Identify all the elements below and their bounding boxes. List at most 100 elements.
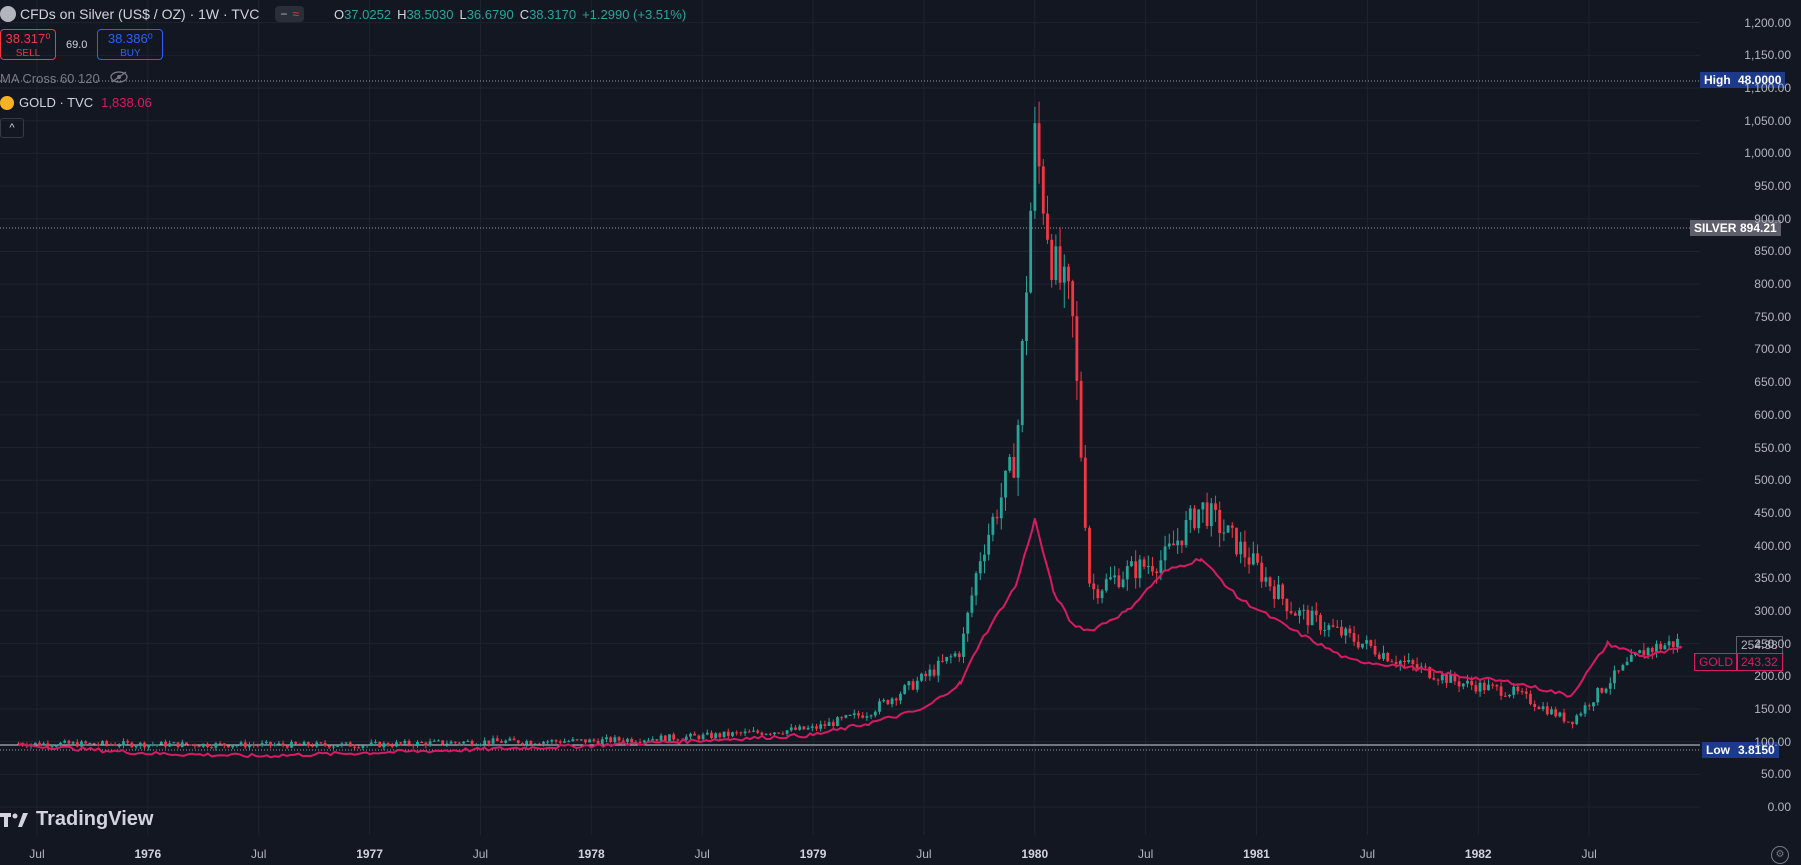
candle-body xyxy=(1033,123,1037,211)
candle-body xyxy=(1487,684,1490,691)
candle-body xyxy=(731,732,734,736)
market-status-badge[interactable]: − ≈ xyxy=(275,6,304,22)
candle-body xyxy=(789,727,793,731)
buy-button[interactable]: 38.386⁰ BUY xyxy=(97,29,164,60)
candle-body xyxy=(1537,707,1541,710)
symbol-title[interactable]: CFDs on Silver (US$ / OZ) · 1W · TVC xyxy=(20,6,260,22)
candle-body xyxy=(344,742,348,744)
time-tick-label: Jul xyxy=(251,847,267,861)
candle-body xyxy=(1344,628,1348,636)
silver-value-tag: 894.21 xyxy=(1736,220,1781,236)
candle-body xyxy=(836,717,839,727)
settings-gear-icon[interactable]: ⚙ xyxy=(1771,846,1789,864)
candle-body xyxy=(932,669,936,676)
candle-body xyxy=(1062,266,1066,283)
candle-body xyxy=(365,744,369,746)
candle-body xyxy=(1289,611,1293,614)
candle-body xyxy=(1104,579,1108,591)
candle-body xyxy=(882,699,886,702)
candle-body xyxy=(1520,691,1524,693)
candle-body xyxy=(462,741,466,744)
candle-body xyxy=(970,595,974,613)
candle-body xyxy=(991,516,995,535)
candle-body xyxy=(768,733,772,735)
candle-body xyxy=(987,534,991,555)
candle-body xyxy=(647,740,650,742)
candle-body xyxy=(878,701,881,712)
collapse-legend-button[interactable]: ^ xyxy=(0,118,24,138)
candle-body xyxy=(1067,266,1070,282)
candle-body xyxy=(353,746,356,748)
candle-body xyxy=(269,741,272,746)
gold-compare-indicator[interactable]: GOLD · TVC 1,838.06 xyxy=(0,95,152,110)
candle-body xyxy=(1075,316,1079,381)
candle-body xyxy=(1235,527,1238,555)
candle-body xyxy=(798,726,802,730)
candle-body xyxy=(1558,712,1562,717)
candle-body xyxy=(701,734,705,740)
candle-body xyxy=(747,731,751,733)
time-tick-label: 1979 xyxy=(799,847,827,861)
candle-body xyxy=(873,711,877,716)
candle-body xyxy=(201,743,205,747)
candle-body xyxy=(306,742,310,746)
candle-body xyxy=(1554,709,1558,717)
candle-body xyxy=(1155,571,1159,574)
candle-body xyxy=(248,744,251,748)
candle-body xyxy=(907,681,911,686)
tradingview-mark-icon xyxy=(0,812,28,827)
candle-body xyxy=(327,745,331,748)
candle-body xyxy=(945,656,949,662)
candle-body xyxy=(1222,532,1226,534)
candle-body xyxy=(1117,575,1121,588)
candle-body xyxy=(844,715,848,718)
price-tick-label: 1,050.00 xyxy=(1744,113,1791,128)
eye-hidden-icon[interactable] xyxy=(110,71,128,86)
candle-body xyxy=(1613,670,1616,684)
candle-body xyxy=(962,633,965,657)
tradingview-logo[interactable]: TradingView xyxy=(0,808,153,831)
candle-body xyxy=(1268,577,1272,587)
candle-body xyxy=(466,740,470,742)
candle-body xyxy=(206,743,209,748)
candle-body xyxy=(953,653,957,657)
candle-body xyxy=(1251,553,1255,565)
candle-body xyxy=(815,726,818,729)
candle-body xyxy=(516,740,520,744)
gold-value-tag: 243.32 xyxy=(1736,653,1783,671)
candle-body xyxy=(1461,683,1465,687)
candle-body xyxy=(739,732,743,734)
candle-body xyxy=(290,741,293,748)
time-tick-label: Jul xyxy=(1359,847,1376,861)
candle-body xyxy=(1298,610,1301,616)
candle-body xyxy=(84,741,88,744)
ma-cross-indicator[interactable]: MA Cross 60 120 xyxy=(0,71,128,86)
candle-body xyxy=(1180,540,1184,546)
candle-body xyxy=(1474,685,1478,692)
time-tick-label: Jul xyxy=(1581,847,1597,861)
candle-body xyxy=(957,653,961,657)
candle-body xyxy=(1277,584,1280,599)
time-tick-label: 1978 xyxy=(577,847,605,861)
symbol-legend[interactable]: CFDs on Silver (US$ / OZ) · 1W · TVC − ≈… xyxy=(0,4,686,24)
sell-button[interactable]: 38.317⁰ SELL xyxy=(0,29,56,60)
candle-body xyxy=(840,717,844,719)
candle-body xyxy=(340,743,344,746)
candle-body xyxy=(218,743,222,745)
candle-body xyxy=(63,740,67,743)
candle-body xyxy=(432,740,436,742)
candle-body xyxy=(1096,589,1100,599)
candle-body xyxy=(1340,626,1343,636)
candle-body xyxy=(718,733,722,737)
candle-body xyxy=(714,733,718,739)
time-tick-label: 1981 xyxy=(1243,847,1270,861)
candle-body xyxy=(260,743,264,746)
candle-body xyxy=(1386,653,1390,662)
candle-body xyxy=(1197,509,1201,529)
candle-body xyxy=(361,745,365,748)
dash-icon: − xyxy=(280,7,288,21)
candle-body xyxy=(197,746,201,748)
candle-body xyxy=(710,732,713,739)
candle-body xyxy=(1113,575,1117,578)
